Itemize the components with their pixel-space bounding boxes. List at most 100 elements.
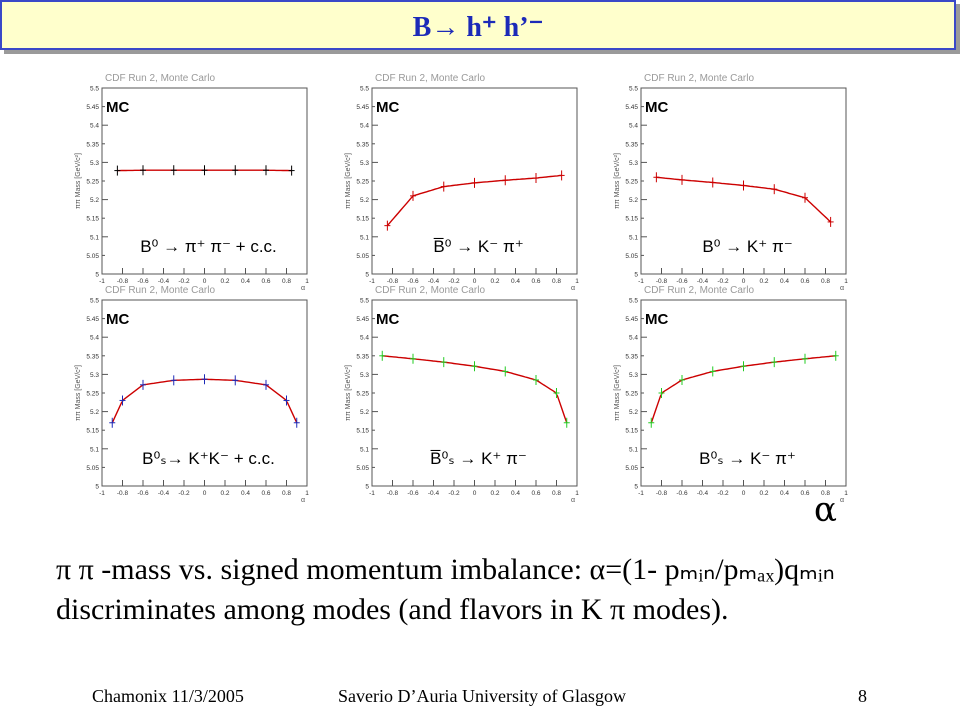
y-tick-label: 5.3 — [629, 160, 638, 167]
y-tick-label: 5.05 — [625, 253, 638, 260]
y-tick-label: 5.45 — [625, 316, 638, 323]
y-tick-label: 5.5 — [360, 86, 369, 93]
y-axis-label: ππ Mass [GeV/c²] — [345, 153, 352, 209]
y-tick-label: 5.15 — [625, 216, 638, 223]
plot-panel-1: CDF Run 2, Monte Carlo ππ Mass [GeV/c²] α 5… — [75, 73, 309, 292]
plots-canvas: CDF Run 2, Monte Carlo ππ Mass [GeV/c²] α 5… — [75, 73, 848, 504]
x-tick-label: -0.8 — [117, 278, 129, 285]
x-axis-label: α — [301, 285, 305, 292]
plot-frame — [101, 87, 308, 275]
x-tick-label: 1 — [575, 278, 579, 285]
y-tick-label: 5.2 — [629, 409, 638, 416]
x-tick-label: -1 — [369, 278, 375, 285]
x-tick-label: 0 — [203, 490, 207, 497]
x-tick-label: 1 — [305, 490, 309, 497]
y-tick-label: 5.25 — [356, 391, 369, 398]
plot-header: CDF Run 2, Monte Carlo — [375, 73, 485, 84]
y-tick-label: 5.15 — [625, 428, 638, 435]
x-tick-label: 0.4 — [241, 490, 250, 497]
mc-label: MC — [376, 99, 399, 116]
x-tick-label: 0 — [203, 278, 207, 285]
y-tick-label: 5.05 — [86, 253, 99, 260]
x-tick-label: 0.8 — [821, 278, 830, 285]
footer-page-number: 8 — [858, 686, 867, 706]
x-tick-label: 0 — [742, 278, 746, 285]
plot-panel-5: CDF Run 2, Monte Carlo ππ Mass [GeV/c²] α 5… — [345, 285, 579, 504]
x-tick-label: 0.6 — [800, 278, 809, 285]
y-tick-label: 5.45 — [86, 316, 99, 323]
plot-header: CDF Run 2, Monte Carlo — [644, 285, 754, 296]
y-tick-label: 5 — [95, 272, 99, 279]
y-tick-label: 5.5 — [360, 298, 369, 305]
y-tick-label: 5.35 — [356, 141, 369, 148]
caption-line-2: discriminates among modes (and flavors i… — [56, 593, 729, 626]
y-axis-label: ππ Mass [GeV/c²] — [345, 365, 352, 421]
x-tick-label: 0.8 — [552, 490, 561, 497]
decay-mode-label: B⁰ → K⁺ π⁻ — [702, 237, 792, 256]
x-tick-label: 0.2 — [759, 490, 768, 497]
plot-panel-4: CDF Run 2, Monte Carlo ππ Mass [GeV/c²] α 5… — [75, 285, 309, 504]
mc-label: MC — [645, 99, 668, 116]
caption: π π -mass vs. signed momentum imbalance:… — [56, 550, 936, 630]
plot-header: CDF Run 2, Monte Carlo — [644, 73, 754, 84]
plot-panel-3: CDF Run 2, Monte Carlo ππ Mass [GeV/c²] α 5… — [614, 73, 848, 292]
x-tick-label: 1 — [844, 278, 848, 285]
y-tick-label: 5 — [634, 272, 638, 279]
x-tick-label: -0.8 — [117, 490, 129, 497]
y-tick-label: 5.5 — [629, 298, 638, 305]
x-tick-label: 1 — [575, 490, 579, 497]
y-tick-label: 5.4 — [90, 123, 99, 130]
y-tick-label: 5.2 — [629, 197, 638, 204]
y-tick-label: 5.5 — [90, 298, 99, 305]
x-tick-label: 0.2 — [490, 490, 499, 497]
y-tick-label: 5.4 — [90, 335, 99, 342]
y-tick-label: 5.4 — [360, 123, 369, 130]
y-tick-label: 5.25 — [356, 179, 369, 186]
decay-mode-label: B⁰ₛ → K⁻ π⁺ — [699, 449, 796, 468]
x-tick-label: -1 — [638, 278, 644, 285]
mc-label: MC — [645, 311, 668, 328]
x-axis-label: α — [571, 285, 575, 292]
y-tick-label: 5.45 — [86, 104, 99, 111]
y-tick-label: 5.3 — [90, 372, 99, 379]
x-tick-label: 0.6 — [261, 490, 270, 497]
decay-mode-label: B̅⁰ₛ → K⁺ π⁻ — [430, 449, 527, 468]
mc-label: MC — [106, 99, 129, 116]
x-tick-label: 1 — [844, 490, 848, 497]
y-tick-label: 5.1 — [90, 446, 99, 453]
x-tick-label: -0.8 — [387, 278, 399, 285]
x-tick-label: -0.4 — [428, 278, 440, 285]
x-tick-label: -0.6 — [676, 278, 688, 285]
y-tick-label: 5 — [95, 484, 99, 491]
x-tick-label: -0.8 — [656, 278, 668, 285]
y-tick-label: 5 — [365, 272, 369, 279]
footer-date: Chamonix 11/3/2005 — [92, 686, 244, 706]
y-tick-label: 5.4 — [360, 335, 369, 342]
x-tick-label: -1 — [99, 278, 105, 285]
slide-title: B→ h⁺ h’⁻ — [412, 12, 544, 43]
x-tick-label: -0.4 — [697, 490, 709, 497]
x-tick-label: -0.8 — [387, 490, 399, 497]
y-tick-label: 5.1 — [90, 234, 99, 241]
y-tick-label: 5.35 — [86, 353, 99, 360]
x-tick-label: -0.6 — [407, 278, 419, 285]
y-tick-label: 5.1 — [629, 234, 638, 241]
x-tick-label: -0.4 — [428, 490, 440, 497]
y-tick-label: 5.4 — [629, 335, 638, 342]
y-tick-label: 5.45 — [625, 104, 638, 111]
y-tick-label: 5.2 — [360, 409, 369, 416]
footer-author: Saverio D’Auria University of Glasgow — [338, 686, 626, 706]
plot-header: CDF Run 2, Monte Carlo — [105, 73, 215, 84]
alpha-axis-symbol: α — [814, 490, 837, 530]
x-tick-label: 0.2 — [220, 490, 229, 497]
decay-mode-label: B̅⁰ → K⁻ π⁺ — [433, 237, 523, 256]
y-tick-label: 5.05 — [86, 465, 99, 472]
x-tick-label: 0.4 — [780, 278, 789, 285]
x-tick-label: 1 — [305, 278, 309, 285]
x-tick-label: -0.2 — [448, 490, 460, 497]
y-tick-label: 5.2 — [90, 409, 99, 416]
y-tick-label: 5.35 — [625, 353, 638, 360]
plot-header: CDF Run 2, Monte Carlo — [375, 285, 485, 296]
x-tick-label: -0.2 — [717, 278, 729, 285]
x-axis-label: α — [840, 285, 844, 292]
